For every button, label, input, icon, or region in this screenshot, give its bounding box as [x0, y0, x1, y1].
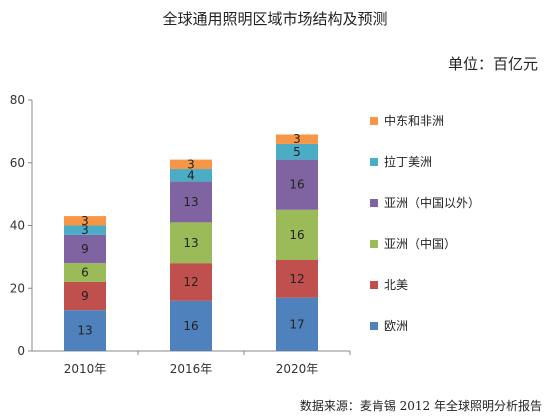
- x-tick-label: 2016年: [170, 362, 213, 376]
- data-label: 16: [183, 319, 198, 333]
- x-tick-label: 2020年: [276, 362, 319, 376]
- y-tick-label: 20: [10, 281, 25, 295]
- data-label: 3: [81, 214, 89, 228]
- legend-swatch: [370, 281, 378, 289]
- unit-label: 单位：百亿元: [447, 55, 538, 73]
- data-label: 16: [289, 228, 304, 242]
- bar-segment: [170, 159, 212, 170]
- bar-segment: [170, 181, 212, 223]
- bar-segment: [170, 300, 212, 351]
- legend-swatch: [370, 322, 378, 330]
- legend-label: 中东和非洲: [384, 113, 444, 128]
- bar-segment: [276, 209, 318, 261]
- bar-segment: [170, 263, 212, 301]
- data-label: 4: [187, 168, 195, 182]
- y-tick-label: 60: [10, 156, 25, 170]
- data-label: 5: [293, 145, 301, 159]
- legend-label: 欧洲: [384, 319, 408, 333]
- legend-swatch: [370, 240, 378, 248]
- bar-segment: [64, 281, 106, 311]
- legend-label: 亚洲（中国）: [384, 236, 456, 251]
- bar-segment: [276, 159, 318, 210]
- data-label: 3: [293, 132, 301, 146]
- bar-segment: [276, 134, 318, 144]
- bar-segment: [64, 225, 106, 235]
- y-tick-label: 40: [10, 219, 25, 233]
- data-label: 13: [183, 195, 198, 209]
- bar-segment: [170, 169, 212, 182]
- data-label: 16: [289, 178, 304, 192]
- y-tick-label: 0: [17, 344, 25, 358]
- legend-swatch: [370, 158, 378, 166]
- data-label: 9: [81, 242, 89, 256]
- data-label: 6: [81, 266, 89, 280]
- legend-label: 北美: [384, 278, 408, 292]
- data-label: 13: [183, 236, 198, 250]
- chart-title: 全球通用照明区域市场结构及预测: [162, 10, 388, 28]
- bar-segment: [170, 222, 212, 264]
- legend-label: 拉丁美洲: [384, 154, 432, 169]
- legend-swatch: [370, 199, 378, 207]
- data-label: 12: [183, 275, 198, 289]
- bar-segment: [276, 260, 318, 298]
- data-label: 17: [289, 317, 304, 331]
- x-tick-label: 2010年: [64, 362, 107, 376]
- bar-segment: [64, 216, 106, 226]
- data-label: 3: [81, 223, 89, 237]
- data-label: 12: [289, 272, 304, 286]
- legend-swatch: [370, 117, 378, 125]
- data-source: 数据来源：麦肯锡 2012 年全球照明分析报告: [299, 399, 542, 413]
- legend-label: 亚洲（中国以外）: [384, 195, 480, 210]
- y-tick-label: 80: [10, 93, 25, 107]
- bar-segment: [64, 310, 106, 351]
- bar-segment: [64, 263, 106, 282]
- bar-segment: [276, 143, 318, 160]
- data-label: 13: [77, 324, 92, 338]
- data-label: 3: [187, 157, 195, 171]
- bar-segment: [64, 234, 106, 264]
- data-label: 9: [81, 289, 89, 303]
- bar-segment: [276, 297, 318, 351]
